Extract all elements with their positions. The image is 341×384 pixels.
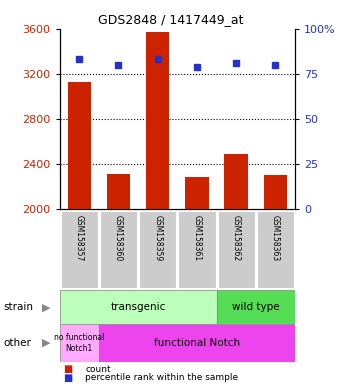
Text: ■: ■ [63,373,72,383]
Bar [217,290,295,324]
Bar [99,324,295,362]
Text: wild type: wild type [232,302,280,312]
Bar [60,290,217,324]
Bar [60,324,99,362]
Bar [185,177,209,209]
Text: ▶: ▶ [42,302,50,312]
Bar [178,211,216,288]
Text: other: other [3,338,31,348]
Text: functional Notch: functional Notch [154,338,240,348]
Bar [264,175,287,209]
Text: GSM158362: GSM158362 [232,215,241,261]
Bar [218,211,255,288]
Text: count: count [85,365,111,374]
Bar [139,211,176,288]
Text: GSM158357: GSM158357 [75,215,84,261]
Bar [61,211,98,288]
Bar [100,211,137,288]
Bar [107,174,130,209]
Bar [257,211,294,288]
Text: GDS2848 / 1417449_at: GDS2848 / 1417449_at [98,13,243,26]
Text: transgenic: transgenic [110,302,166,312]
Bar [224,154,248,209]
Text: GSM158359: GSM158359 [153,215,162,261]
Text: GSM158361: GSM158361 [192,215,202,261]
Text: GSM158360: GSM158360 [114,215,123,261]
Text: GSM158363: GSM158363 [271,215,280,261]
Bar [146,32,169,209]
Bar [68,82,91,209]
Text: ▶: ▶ [42,338,50,348]
Text: strain: strain [3,302,33,312]
Text: ■: ■ [63,364,72,374]
Text: no functional
Notch1: no functional Notch1 [54,333,104,353]
Text: percentile rank within the sample: percentile rank within the sample [85,373,238,382]
